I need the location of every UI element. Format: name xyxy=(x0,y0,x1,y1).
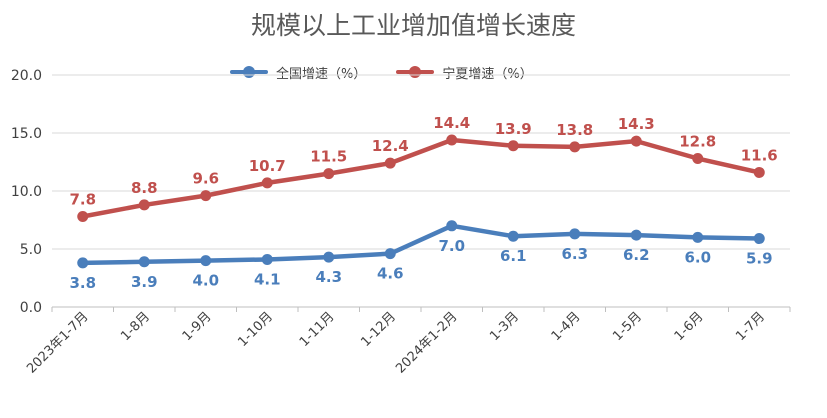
data-point-national xyxy=(446,220,458,232)
series-line-ningxia xyxy=(80,137,762,219)
y-tick-label: 20.0 xyxy=(11,68,42,84)
series-line-national xyxy=(80,223,762,266)
y-tick-label: 5.0 xyxy=(20,242,42,258)
series-layer: 3.8 3.9 4.0 4.1 4.3 4.6 7.0 6.1 6.3 6.2 6.0 5.9 7.8 8… xyxy=(69,114,777,292)
data-point-national xyxy=(323,251,335,263)
data-point-ningxia xyxy=(77,211,89,223)
data-label-national: 6.0 xyxy=(684,248,711,266)
data-label-national: 4.6 xyxy=(377,265,404,283)
data-label-national: 4.1 xyxy=(254,270,281,288)
data-point-ningxia xyxy=(630,135,642,147)
data-point-ningxia xyxy=(507,140,519,152)
gridlines xyxy=(52,74,790,308)
data-point-national xyxy=(630,229,642,241)
data-point-ningxia xyxy=(138,199,150,211)
data-point-ningxia xyxy=(446,134,458,146)
data-point-national xyxy=(200,255,212,267)
data-label-national: 7.0 xyxy=(438,237,465,255)
data-point-national xyxy=(569,228,581,240)
data-label-ningxia: 14.4 xyxy=(433,114,470,132)
legend-label-ningxia: 宁夏增速（%） xyxy=(442,66,533,82)
y-axis: 0.0 5.0 10.0 15.0 20.0 xyxy=(11,68,42,316)
data-label-ningxia: 12.4 xyxy=(372,137,409,155)
data-label-ningxia: 12.8 xyxy=(679,133,716,151)
data-point-national xyxy=(77,257,89,269)
x-tick-label: 1-12月 xyxy=(358,309,399,350)
x-tick-label: 2024年1-2月 xyxy=(393,309,460,376)
data-point-national xyxy=(692,231,704,243)
data-label-national: 6.1 xyxy=(500,247,527,265)
data-label-ningxia: 13.8 xyxy=(556,121,593,139)
x-tick-label: 2023年1-7月 xyxy=(24,309,91,376)
y-tick-label: 15.0 xyxy=(11,126,42,142)
data-label-national: 5.9 xyxy=(746,250,773,268)
data-label-national: 4.3 xyxy=(315,268,342,286)
data-label-ningxia: 11.6 xyxy=(741,146,778,164)
x-tick-label: 1-6月 xyxy=(672,309,707,344)
x-tick-label: 1-7月 xyxy=(733,309,768,344)
x-tick-label: 1-5月 xyxy=(610,309,645,344)
data-label-ningxia: 9.6 xyxy=(192,170,219,188)
x-tick-label: 1-4月 xyxy=(549,309,584,344)
data-label-ningxia: 11.5 xyxy=(310,148,347,166)
data-label-national: 6.3 xyxy=(561,245,588,263)
x-tick-label: 1-11月 xyxy=(297,309,338,350)
data-label-ningxia: 14.3 xyxy=(618,115,655,133)
y-tick-label: 0.0 xyxy=(20,300,42,316)
x-tick-label: 1-3月 xyxy=(487,309,522,344)
data-point-national xyxy=(261,253,273,265)
data-point-national xyxy=(507,230,519,242)
legend-label-national: 全国增速（%） xyxy=(276,66,367,82)
data-point-ningxia xyxy=(323,168,335,180)
data-point-ningxia xyxy=(692,153,704,165)
data-label-national: 3.9 xyxy=(131,273,158,291)
data-point-national xyxy=(753,233,765,245)
data-label-national: 6.2 xyxy=(623,246,650,264)
x-tick-label: 1-8月 xyxy=(118,309,153,344)
legend: 全国增速（%） 宁夏增速（%） xyxy=(230,63,563,82)
chart-title: 规模以上工业增加值增长速度 xyxy=(250,11,576,40)
data-point-national xyxy=(138,256,150,268)
data-label-ningxia: 13.9 xyxy=(495,120,532,138)
data-label-ningxia: 8.8 xyxy=(131,179,158,197)
data-label-ningxia: 10.7 xyxy=(249,157,286,175)
data-point-ningxia xyxy=(200,190,212,202)
y-tick-label: 10.0 xyxy=(11,184,42,200)
data-label-ningxia: 7.8 xyxy=(69,191,96,209)
x-tick-label: 1-10月 xyxy=(235,309,276,350)
data-label-national: 4.0 xyxy=(192,272,219,290)
data-point-ningxia xyxy=(753,166,765,178)
x-tick-label: 1-9月 xyxy=(180,309,215,344)
data-point-ningxia xyxy=(384,157,396,169)
data-point-national xyxy=(384,248,396,260)
data-point-ningxia xyxy=(261,177,273,189)
data-point-ningxia xyxy=(569,141,581,153)
x-axis: 2023年1-7月 1-8月 1-9月 1-10月 1-11月 1-12月2024年1-2… xyxy=(24,307,791,377)
data-label-national: 3.8 xyxy=(69,274,96,292)
